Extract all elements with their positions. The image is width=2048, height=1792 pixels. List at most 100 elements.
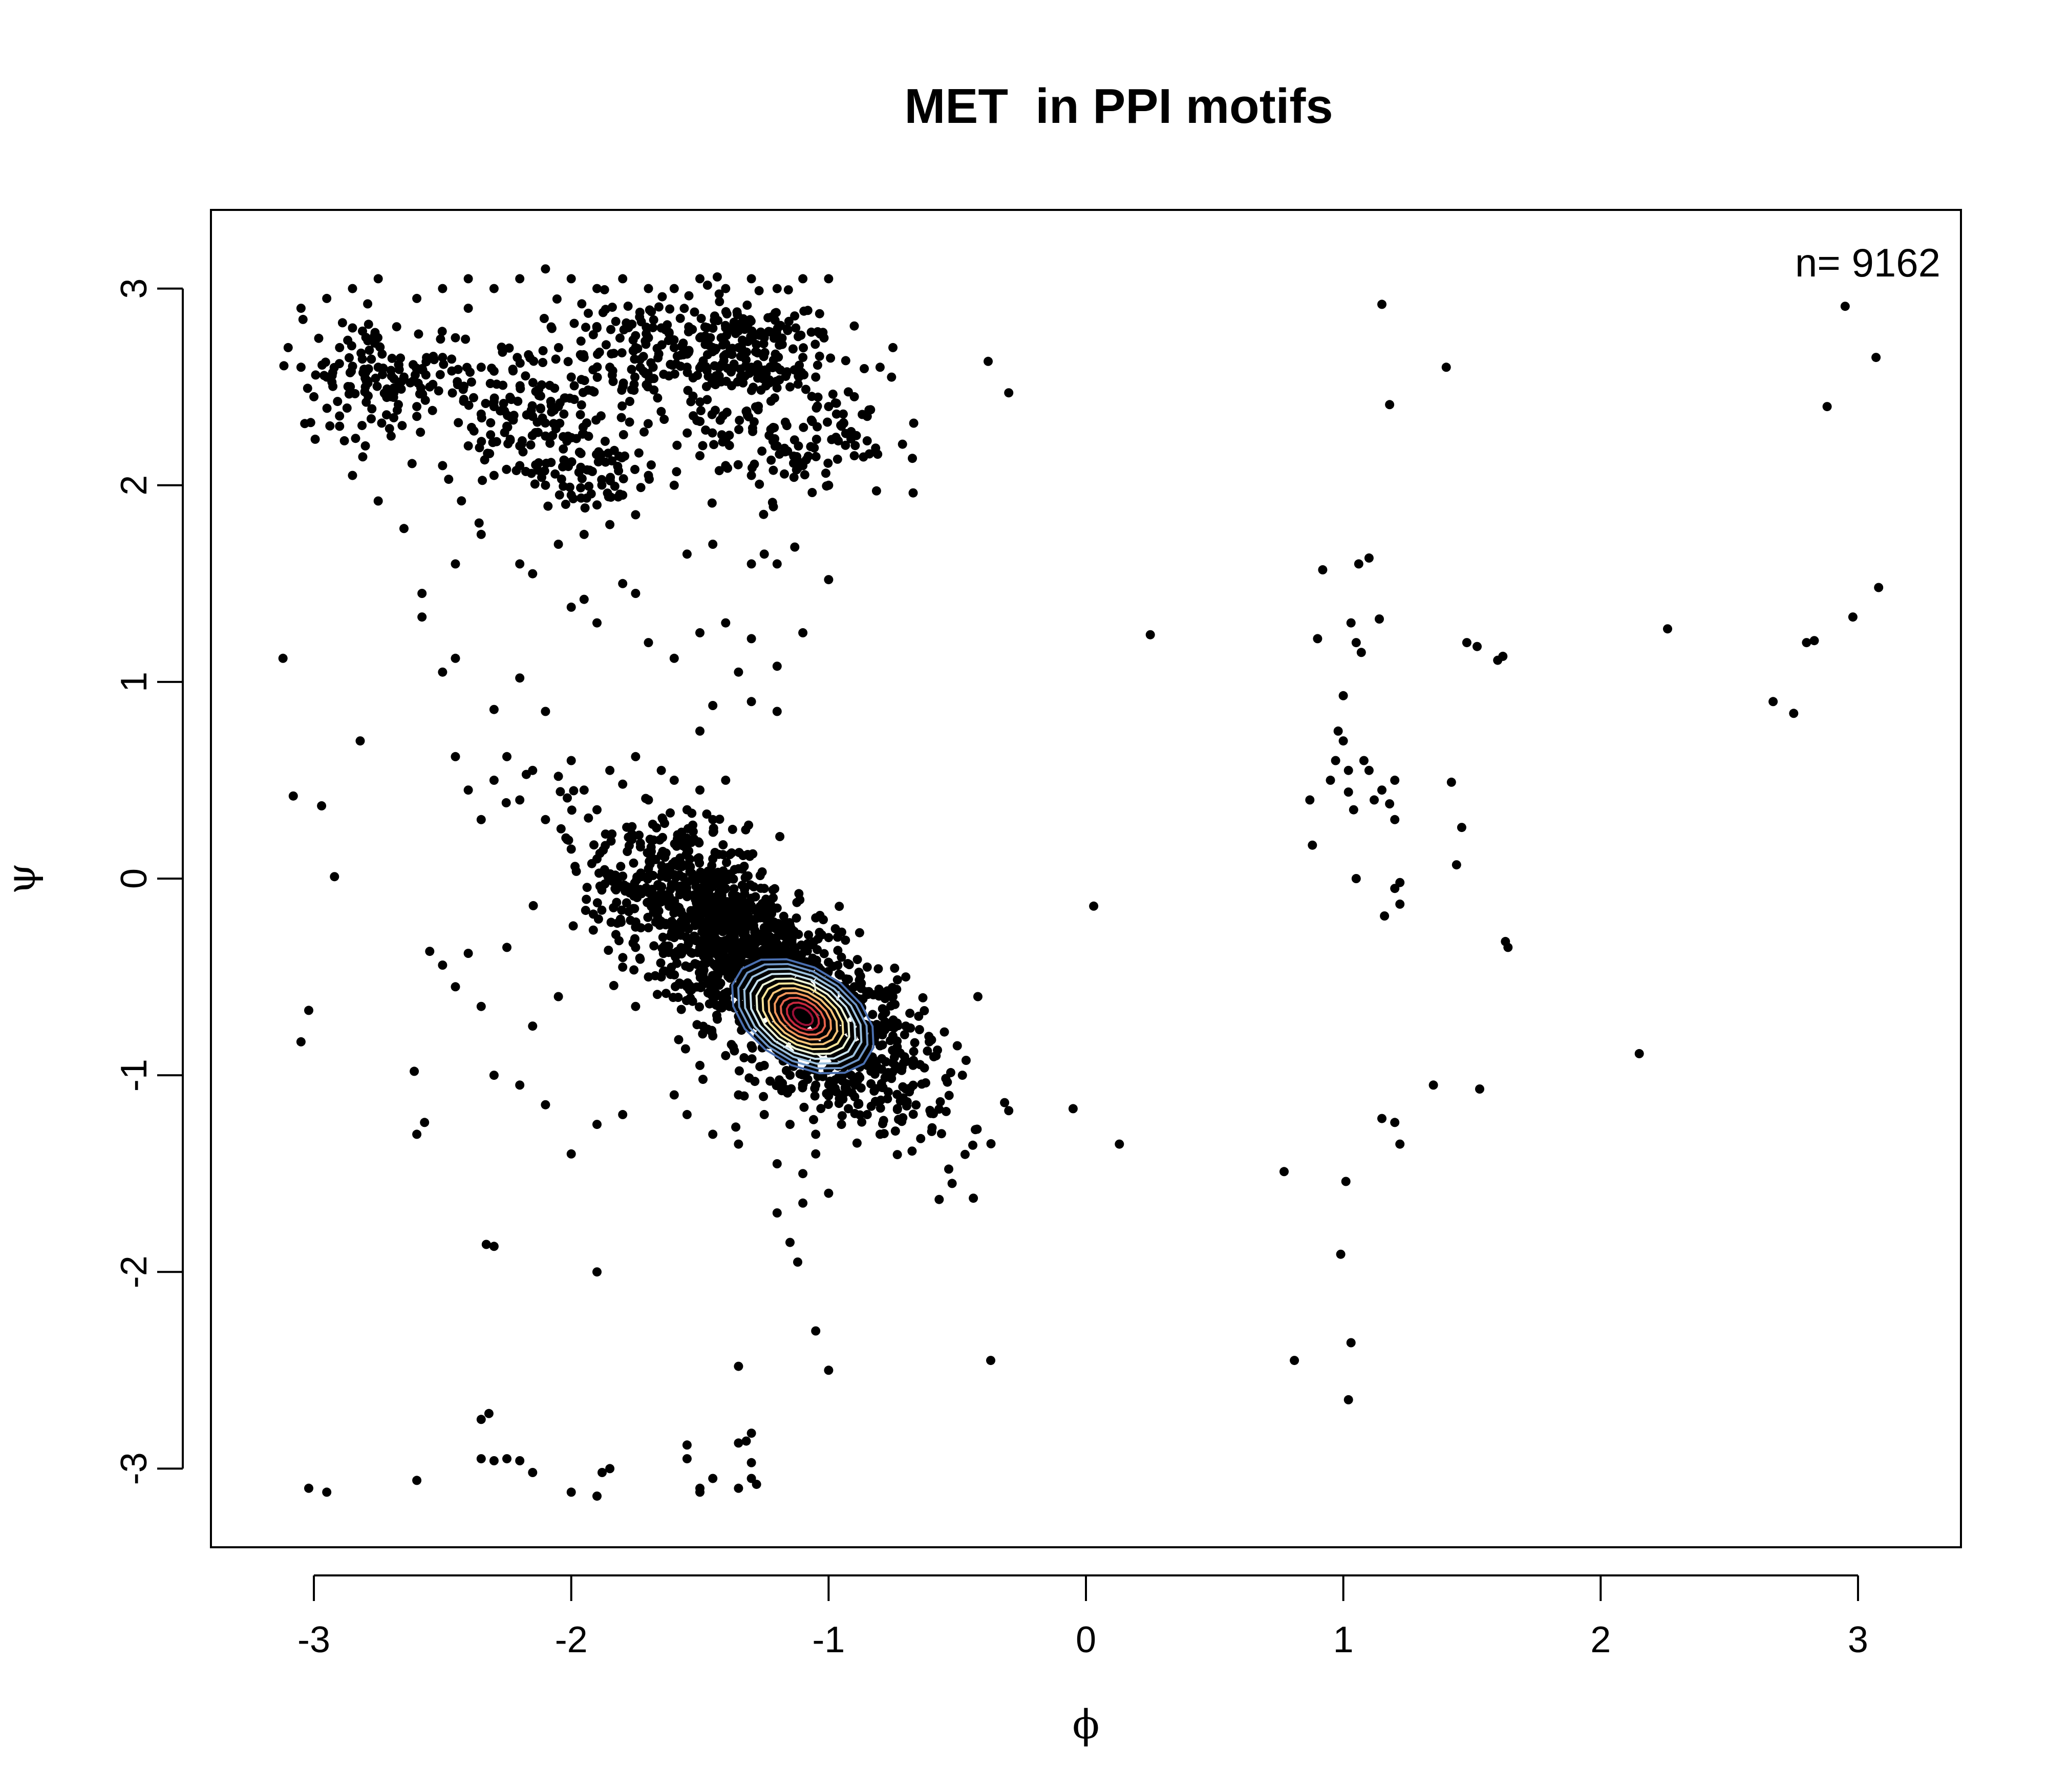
data-point <box>577 400 586 410</box>
data-point <box>582 894 591 904</box>
data-point <box>412 1476 422 1485</box>
data-point <box>567 805 577 815</box>
data-point <box>589 840 599 850</box>
data-point <box>311 370 321 380</box>
data-point <box>569 318 579 328</box>
data-point <box>696 983 706 992</box>
data-point <box>707 934 716 944</box>
data-point <box>748 903 757 913</box>
data-point <box>553 343 563 352</box>
data-point <box>837 1111 847 1121</box>
data-point <box>546 322 556 332</box>
data-point <box>296 362 306 372</box>
data-point <box>607 349 616 359</box>
data-point <box>878 1119 887 1128</box>
data-point <box>888 343 898 352</box>
data-point <box>837 952 846 962</box>
data-point <box>841 440 850 450</box>
data-point <box>708 701 718 710</box>
data-point <box>646 460 656 470</box>
data-point <box>811 372 821 382</box>
data-point <box>681 996 691 1006</box>
data-point <box>761 894 771 904</box>
data-point <box>1871 353 1881 362</box>
data-point <box>859 452 868 462</box>
data-point <box>1145 630 1155 639</box>
data-point <box>317 801 327 810</box>
data-point <box>723 463 733 473</box>
data-point <box>521 371 530 381</box>
data-point <box>647 902 656 911</box>
data-point <box>1338 691 1348 700</box>
data-point <box>885 991 894 1000</box>
data-point <box>862 436 872 445</box>
data-point <box>581 323 590 332</box>
data-point <box>605 476 615 485</box>
data-point <box>645 305 654 315</box>
data-point <box>469 426 479 436</box>
data-point <box>576 336 586 346</box>
x-axis-label: ϕ <box>1072 1702 1099 1748</box>
data-point <box>371 373 380 383</box>
y-tick-label: -2 <box>114 1255 155 1288</box>
data-point <box>739 862 749 871</box>
data-point <box>914 1025 924 1034</box>
data-point <box>553 772 563 781</box>
y-tick-label: -1 <box>114 1059 155 1092</box>
data-point <box>551 354 561 364</box>
data-point <box>861 1059 870 1069</box>
data-point <box>824 274 834 284</box>
data-point <box>843 387 853 397</box>
data-point <box>641 794 651 803</box>
data-point <box>611 316 621 326</box>
data-point <box>394 360 403 370</box>
data-point <box>1385 799 1395 808</box>
data-point <box>782 421 792 431</box>
data-point <box>813 945 822 954</box>
data-point <box>570 862 580 871</box>
data-point <box>774 958 784 968</box>
data-point <box>504 343 514 353</box>
data-point <box>741 361 751 371</box>
data-point <box>699 965 709 975</box>
data-point <box>667 927 677 937</box>
data-point <box>1354 559 1363 569</box>
data-point <box>296 304 306 313</box>
data-point <box>631 922 641 932</box>
data-point <box>553 992 563 1001</box>
data-point <box>947 1179 957 1188</box>
data-point <box>921 1078 930 1087</box>
data-point <box>412 1129 422 1139</box>
data-point <box>373 496 383 506</box>
data-point <box>756 385 766 395</box>
data-point <box>588 909 598 919</box>
data-point <box>759 339 769 349</box>
data-point <box>634 448 644 458</box>
data-point <box>595 848 605 858</box>
data-point <box>744 820 754 830</box>
data-point <box>687 808 697 818</box>
count-annotation: n= 9162 <box>1795 240 1940 285</box>
data-point <box>693 854 702 864</box>
data-point <box>812 403 821 413</box>
data-point <box>416 428 425 437</box>
data-point <box>541 480 550 490</box>
data-point <box>855 975 864 985</box>
data-point <box>892 1036 902 1046</box>
data-point <box>541 707 550 716</box>
data-point <box>591 415 601 425</box>
data-point <box>789 451 799 461</box>
data-point <box>720 884 730 894</box>
data-point <box>682 368 692 377</box>
data-point <box>597 885 607 895</box>
data-point <box>831 409 841 419</box>
data-point <box>695 397 705 407</box>
data-point <box>536 404 545 414</box>
data-point <box>1089 901 1099 911</box>
data-point <box>417 612 427 622</box>
data-point <box>656 958 666 968</box>
data-point <box>629 346 638 356</box>
data-point <box>855 995 865 1005</box>
data-point <box>1428 1080 1438 1090</box>
data-point <box>476 1001 486 1011</box>
